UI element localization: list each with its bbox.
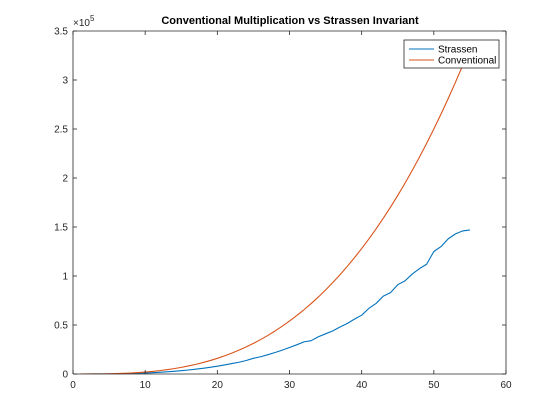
- y-exponent-label: ×105: [73, 14, 95, 29]
- x-tick-label-0: 0: [70, 380, 76, 391]
- y-tick-label-4: 2: [62, 174, 68, 185]
- y-tick-label-3: 1.5: [54, 223, 68, 234]
- x-tick-label-20: 20: [212, 380, 224, 391]
- axes-layer: 0 10 20 30 40 50 60 0 0.5 1 1.5 2 2.5 3 3.5 ×105: [54, 14, 512, 391]
- y-exponent-power: 5: [90, 14, 95, 23]
- x-tick-label-50: 50: [428, 380, 440, 391]
- x-tick-label-60: 60: [500, 380, 512, 391]
- y-tick-label-1: 0.5: [54, 321, 68, 332]
- plot-background: [73, 31, 506, 374]
- y-tick-label-0: 0: [62, 370, 68, 381]
- y-tick-label-6: 3: [62, 76, 68, 87]
- y-tick-label-2: 1: [62, 272, 68, 283]
- x-tick-label-10: 10: [140, 380, 152, 391]
- legend-label-strassen: Strassen: [438, 45, 477, 56]
- plot-area: [73, 31, 506, 374]
- chart-title: Conventional Multiplication vs Strassen …: [161, 15, 419, 27]
- x-tick-label-30: 30: [284, 380, 296, 391]
- legend-label-conventional: Conventional: [438, 56, 496, 67]
- y-exponent-base: ×10: [73, 18, 90, 29]
- y-tick-label-7: 3.5: [54, 27, 68, 38]
- legend-box: [403, 39, 500, 69]
- x-tick-label-40: 40: [356, 380, 368, 391]
- y-tick-label-5: 2.5: [54, 125, 68, 136]
